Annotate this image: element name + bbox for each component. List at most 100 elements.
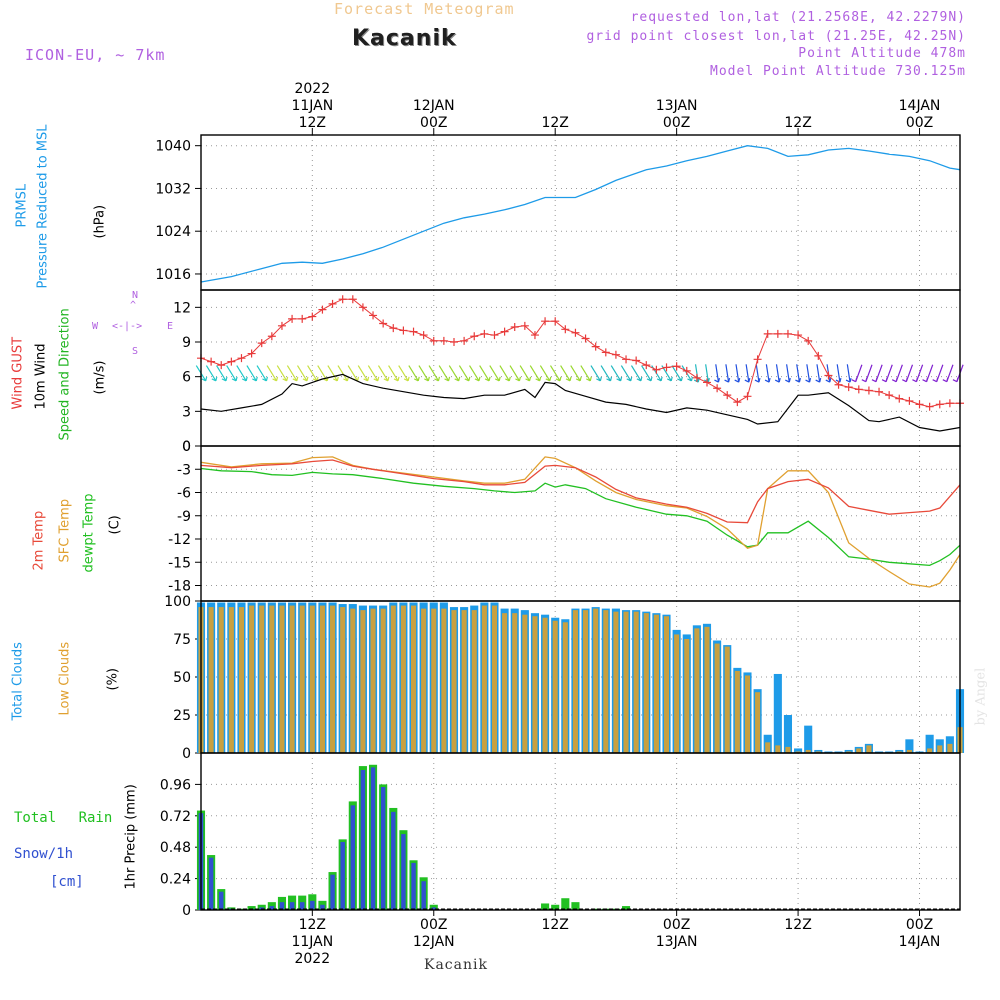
wind-barb-shaft bbox=[236, 365, 247, 382]
wind-barb-head bbox=[942, 379, 948, 383]
bottom-time-label: 00Z bbox=[906, 917, 933, 933]
gust-point bbox=[773, 329, 782, 338]
gust-point bbox=[389, 324, 398, 333]
compass-e: E bbox=[167, 321, 174, 332]
wind-barb-head bbox=[849, 377, 852, 383]
low-cloud-bar bbox=[593, 608, 599, 753]
wind-barb-head bbox=[764, 379, 770, 383]
wind-barb-head bbox=[383, 378, 389, 382]
wind-barb-head bbox=[252, 378, 257, 382]
low-cloud-bar bbox=[583, 610, 589, 753]
wind-barb-head bbox=[539, 376, 542, 382]
total-cloud-bar bbox=[925, 734, 934, 753]
wind-barb-head bbox=[704, 379, 709, 383]
wind-barb-head bbox=[640, 376, 643, 382]
wind-barb bbox=[418, 365, 430, 382]
product-title: Forecast Meteogram bbox=[334, 0, 515, 18]
gust-point bbox=[450, 338, 458, 346]
wind-barb bbox=[286, 365, 299, 382]
wind-barb bbox=[600, 365, 613, 382]
wind-barb-head bbox=[829, 377, 832, 383]
wind-barb bbox=[891, 364, 903, 383]
wind-barb-head bbox=[585, 378, 591, 382]
low-cloud-bar bbox=[279, 605, 285, 753]
wind-barb-head bbox=[434, 378, 439, 382]
wind-barb-head bbox=[427, 376, 430, 382]
gust-point bbox=[844, 383, 853, 392]
low-cloud-bar bbox=[866, 745, 872, 753]
gust-point bbox=[338, 295, 347, 304]
total-rain-label: Total Rain bbox=[14, 810, 113, 826]
low-cloud-bar bbox=[765, 742, 771, 753]
low-cloud-bar bbox=[532, 616, 538, 753]
top-time-label: 13JAN bbox=[656, 98, 698, 114]
wind-barb bbox=[519, 365, 532, 382]
low-cloud-bar bbox=[552, 620, 558, 753]
wind-barb-shaft bbox=[590, 365, 601, 382]
snow-bar bbox=[330, 874, 335, 910]
wind-barb bbox=[815, 364, 822, 383]
pressure-ytick-label: 1016 bbox=[155, 267, 191, 283]
wind-barb-shaft bbox=[735, 364, 740, 383]
wind-barb-head bbox=[744, 379, 750, 383]
wind-barb bbox=[489, 365, 501, 382]
top-time-label: 12Z bbox=[784, 115, 811, 131]
wind-barb-shaft bbox=[600, 365, 612, 382]
gust-point bbox=[611, 350, 620, 359]
wind-barb bbox=[509, 365, 522, 382]
wind-barb-head bbox=[606, 378, 611, 382]
wind-barb-head bbox=[559, 376, 562, 382]
gust-point bbox=[743, 392, 752, 401]
low-cloud-bar bbox=[522, 614, 528, 753]
low-cloud-bar bbox=[947, 743, 953, 753]
snow-bar bbox=[350, 805, 356, 910]
low-cloud-bar bbox=[603, 610, 609, 753]
low-cloud-bar bbox=[856, 748, 862, 753]
model-label: ICON-EU, ~ 7km bbox=[25, 46, 166, 64]
total-cloud-bar bbox=[783, 715, 793, 753]
wind-barb bbox=[337, 365, 349, 382]
low-cloud-bar bbox=[228, 607, 234, 753]
wind-barb-head bbox=[728, 377, 731, 383]
gust-point bbox=[470, 332, 479, 341]
wind-barb-head bbox=[373, 378, 379, 382]
wind-barb bbox=[744, 364, 751, 383]
wind-barb-head bbox=[468, 376, 471, 382]
wind-barb-head bbox=[808, 377, 812, 383]
wind-barb bbox=[266, 365, 279, 382]
compass-n: N bbox=[132, 290, 139, 301]
wind-barb-head bbox=[875, 377, 878, 382]
wind-ytick-label: 0 bbox=[182, 439, 191, 455]
bottom-time-label: 00Z bbox=[663, 917, 690, 933]
wind-barb-shaft bbox=[796, 364, 801, 383]
temp-ytick-label: -3 bbox=[177, 462, 191, 478]
rain-bar bbox=[429, 904, 438, 910]
wind-barb-shaft bbox=[479, 365, 490, 382]
wind-barb-head bbox=[235, 376, 238, 382]
wind-ytick-label: 6 bbox=[182, 370, 191, 386]
wind-barb-head bbox=[296, 376, 299, 382]
wind-barb-shaft bbox=[786, 364, 790, 383]
bottom-time-label: 12Z bbox=[784, 917, 811, 933]
gust-point bbox=[217, 361, 226, 370]
wind-barb-head bbox=[798, 377, 802, 383]
gust-point bbox=[207, 357, 216, 366]
wind-barb-shaft bbox=[357, 365, 369, 382]
footer-station-label: Kacanik bbox=[424, 957, 488, 973]
low-cloud-bar bbox=[623, 611, 629, 753]
gust-point bbox=[460, 336, 469, 345]
wind-barb-head bbox=[891, 379, 897, 383]
gust-point bbox=[510, 322, 519, 331]
compass-rose: N ^ W <-|-> E S bbox=[92, 290, 176, 358]
gust-point bbox=[490, 331, 499, 340]
wind-barb bbox=[398, 365, 410, 382]
wind-barb-head bbox=[377, 376, 380, 382]
snow-bar bbox=[431, 907, 436, 910]
gust-point bbox=[409, 327, 418, 336]
wind-barb-head bbox=[336, 376, 339, 382]
precip-ytick-label: 0.24 bbox=[160, 872, 191, 888]
wind-barb-shaft bbox=[620, 365, 632, 382]
wind-barb-head bbox=[596, 378, 601, 382]
gust-point bbox=[905, 396, 914, 405]
wind-barb bbox=[296, 365, 309, 382]
